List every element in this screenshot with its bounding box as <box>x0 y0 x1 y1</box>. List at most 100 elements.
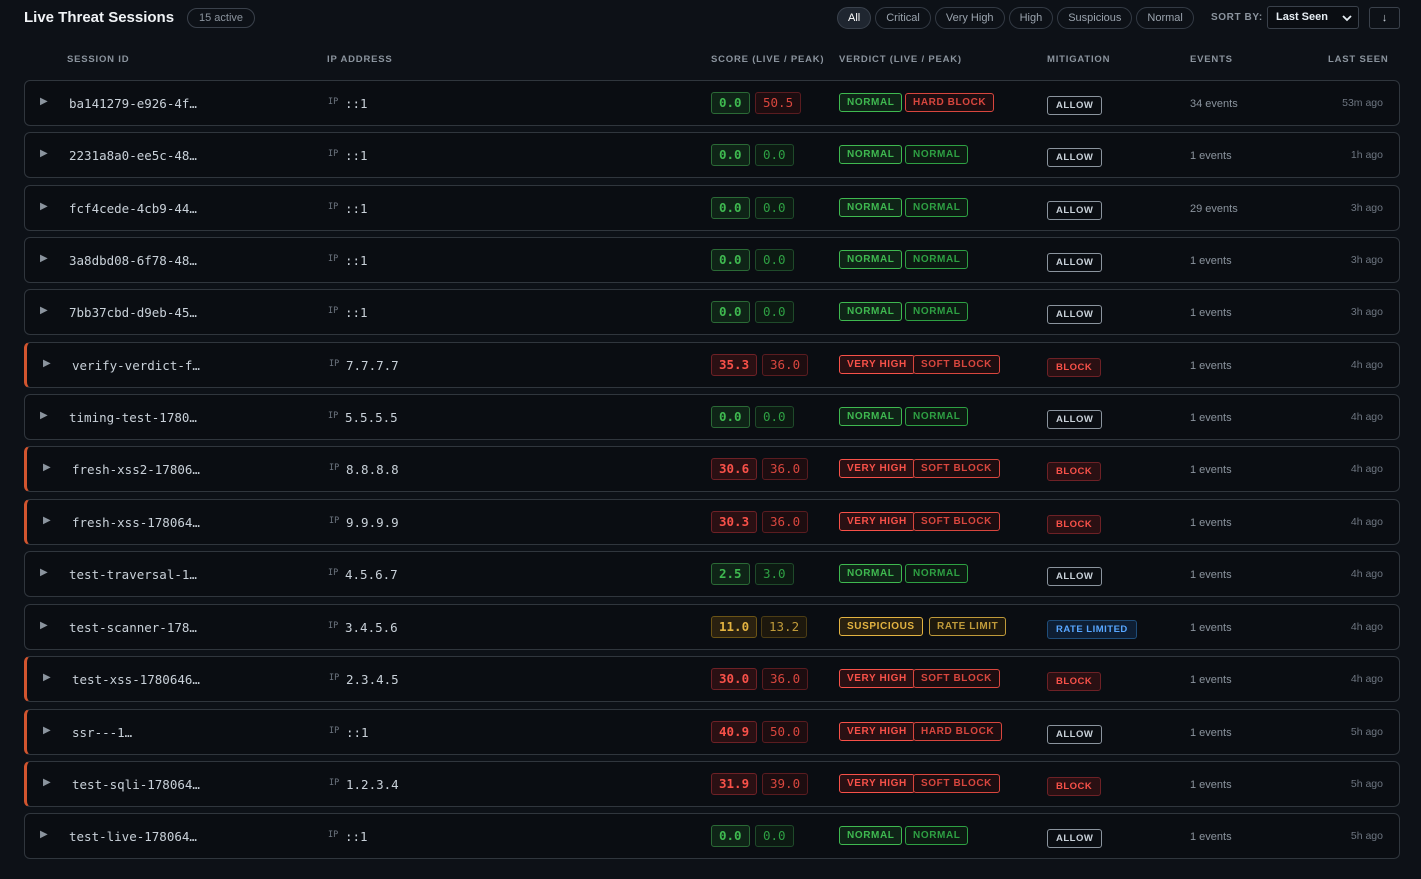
expand-caret-icon[interactable]: ▶ <box>43 515 51 526</box>
live-verdict-badge: NORMAL <box>839 407 903 426</box>
ip-address: 2.3.4.5 <box>346 672 399 687</box>
session-row[interactable]: ▶ ba141279-e926-4f… IP ::1 0.0 50.5 NORM… <box>24 80 1400 126</box>
expand-caret-icon[interactable]: ▶ <box>43 462 51 473</box>
filter-critical-button[interactable]: Critical <box>875 7 931 29</box>
mitigation-badge: BLOCK <box>1047 672 1102 691</box>
session-id: fresh-xss2-17806… <box>72 462 200 477</box>
expand-caret-icon[interactable]: ▶ <box>40 829 48 840</box>
session-id: test-traversal-1… <box>69 567 197 582</box>
mitigation-badge: BLOCK <box>1047 462 1102 481</box>
ip-label: IP <box>328 254 339 264</box>
event-count: 1 events <box>1190 150 1232 162</box>
mitigation-badge: ALLOW <box>1047 829 1103 848</box>
session-id: test-xss-1780646… <box>72 672 200 687</box>
session-row[interactable]: ▶ fresh-xss-178064… IP 9.9.9.9 30.3 36.0… <box>24 499 1400 545</box>
session-row[interactable]: ▶ fresh-xss2-17806… IP 8.8.8.8 30.6 36.0… <box>24 446 1400 492</box>
ip-address: ::1 <box>345 148 368 163</box>
live-score-badge: 0.0 <box>711 197 750 219</box>
session-row[interactable]: ▶ fcf4cede-4cb9-44… IP ::1 0.0 0.0 NORMA… <box>24 185 1400 231</box>
expand-caret-icon[interactable]: ▶ <box>43 725 51 736</box>
column-header-score[interactable]: SCORE (LIVE / PEAK) <box>711 54 825 65</box>
mitigation-badge: ALLOW <box>1047 410 1103 429</box>
expand-caret-icon[interactable]: ▶ <box>40 96 48 107</box>
session-row[interactable]: ▶ test-live-178064… IP ::1 0.0 0.0 NORMA… <box>24 813 1400 859</box>
session-row[interactable]: ▶ 7bb37cbd-d9eb-45… IP ::1 0.0 0.0 NORMA… <box>24 289 1400 335</box>
expand-caret-icon[interactable]: ▶ <box>43 358 51 369</box>
expand-caret-icon[interactable]: ▶ <box>40 305 48 316</box>
session-row[interactable]: ▶ test-scanner-178… IP 3.4.5.6 11.0 13.2… <box>24 604 1400 650</box>
filter-all-button[interactable]: All <box>837 7 872 29</box>
last-seen: 4h ago <box>1350 411 1383 423</box>
ip-label: IP <box>329 359 340 369</box>
expand-caret-icon[interactable]: ▶ <box>43 672 51 683</box>
mitigation-badge: ALLOW <box>1047 725 1103 744</box>
column-header-mitigation[interactable]: MITIGATION <box>1047 54 1111 65</box>
ip-address: 3.4.5.6 <box>345 620 398 635</box>
peak-score-badge: 36.0 <box>762 668 809 690</box>
event-count: 1 events <box>1190 727 1232 739</box>
ip-address: ::1 <box>345 305 368 320</box>
peak-verdict-badge: SOFT BLOCK <box>913 669 1000 688</box>
session-id: ssr---1… <box>72 725 133 740</box>
sort-direction-button[interactable]: ↓ <box>1369 7 1400 29</box>
mitigation-badge: BLOCK <box>1047 358 1102 377</box>
event-count: 1 events <box>1190 622 1232 634</box>
live-verdict-badge: VERY HIGH <box>839 774 915 793</box>
filter-suspicious-button[interactable]: Suspicious <box>1057 7 1133 29</box>
session-id: 2231a8a0-ee5c-48… <box>69 148 197 163</box>
filter-very-high-button[interactable]: Very High <box>934 7 1005 29</box>
event-count: 1 events <box>1190 464 1232 476</box>
last-seen: 1h ago <box>1350 149 1383 161</box>
sort-by-select[interactable]: Last Seen <box>1267 6 1359 29</box>
last-seen: 4h ago <box>1350 621 1383 633</box>
session-row[interactable]: ▶ 3a8dbd08-6f78-48… IP ::1 0.0 0.0 NORMA… <box>24 237 1400 283</box>
peak-score-badge: 0.0 <box>755 406 794 428</box>
live-verdict-badge: NORMAL <box>839 564 903 583</box>
column-header-verdict[interactable]: VERDICT (LIVE / PEAK) <box>839 54 962 65</box>
peak-verdict-badge: NORMAL <box>905 145 969 164</box>
session-row[interactable]: ▶ timing-test-1780… IP 5.5.5.5 0.0 0.0 N… <box>24 394 1400 440</box>
filter-high-button[interactable]: High <box>1008 7 1054 29</box>
ip-label: IP <box>328 202 339 212</box>
expand-caret-icon[interactable]: ▶ <box>40 620 48 631</box>
last-seen: 5h ago <box>1350 778 1383 790</box>
peak-verdict-badge: SOFT BLOCK <box>913 512 1000 531</box>
mitigation-badge: ALLOW <box>1047 305 1103 324</box>
column-header-session-id[interactable]: SESSION ID <box>67 54 130 65</box>
live-verdict-badge: VERY HIGH <box>839 355 915 374</box>
expand-caret-icon[interactable]: ▶ <box>40 567 48 578</box>
expand-caret-icon[interactable]: ▶ <box>43 777 51 788</box>
peak-score-badge: 0.0 <box>755 197 794 219</box>
session-row[interactable]: ▶ test-sqli-178064… IP 1.2.3.4 31.9 39.0… <box>24 761 1400 807</box>
peak-score-badge: 50.0 <box>762 721 809 743</box>
last-seen: 4h ago <box>1350 673 1383 685</box>
ip-address: 8.8.8.8 <box>346 462 399 477</box>
session-row[interactable]: ▶ test-xss-1780646… IP 2.3.4.5 30.0 36.0… <box>24 656 1400 702</box>
column-header-events[interactable]: EVENTS <box>1190 54 1233 65</box>
last-seen: 53m ago <box>1342 97 1383 109</box>
expand-caret-icon[interactable]: ▶ <box>40 201 48 212</box>
session-id: test-sqli-178064… <box>72 777 200 792</box>
peak-verdict-badge: HARD BLOCK <box>905 93 995 112</box>
column-header-ip-address[interactable]: IP ADDRESS <box>327 54 393 65</box>
session-row[interactable]: ▶ ssr---1… IP ::1 40.9 50.0 VERY HIGH HA… <box>24 709 1400 755</box>
ip-address: ::1 <box>345 829 368 844</box>
expand-caret-icon[interactable]: ▶ <box>40 148 48 159</box>
live-score-badge: 0.0 <box>711 92 750 114</box>
ip-address: ::1 <box>345 96 368 111</box>
ip-address: ::1 <box>345 201 368 216</box>
peak-score-badge: 36.0 <box>762 354 809 376</box>
session-id: 7bb37cbd-d9eb-45… <box>69 305 197 320</box>
peak-score-badge: 13.2 <box>761 616 808 638</box>
live-score-badge: 0.0 <box>711 144 750 166</box>
expand-caret-icon[interactable]: ▶ <box>40 410 48 421</box>
filter-normal-button[interactable]: Normal <box>1136 7 1194 29</box>
session-row[interactable]: ▶ 2231a8a0-ee5c-48… IP ::1 0.0 0.0 NORMA… <box>24 132 1400 178</box>
ip-address: 5.5.5.5 <box>345 410 398 425</box>
expand-caret-icon[interactable]: ▶ <box>40 253 48 264</box>
session-row[interactable]: ▶ verify-verdict-f… IP 7.7.7.7 35.3 36.0… <box>24 342 1400 388</box>
session-row[interactable]: ▶ test-traversal-1… IP 4.5.6.7 2.5 3.0 N… <box>24 551 1400 597</box>
column-header-last-seen[interactable]: LAST SEEN <box>1328 54 1389 65</box>
ip-address: ::1 <box>345 253 368 268</box>
live-score-badge: 11.0 <box>711 616 758 638</box>
